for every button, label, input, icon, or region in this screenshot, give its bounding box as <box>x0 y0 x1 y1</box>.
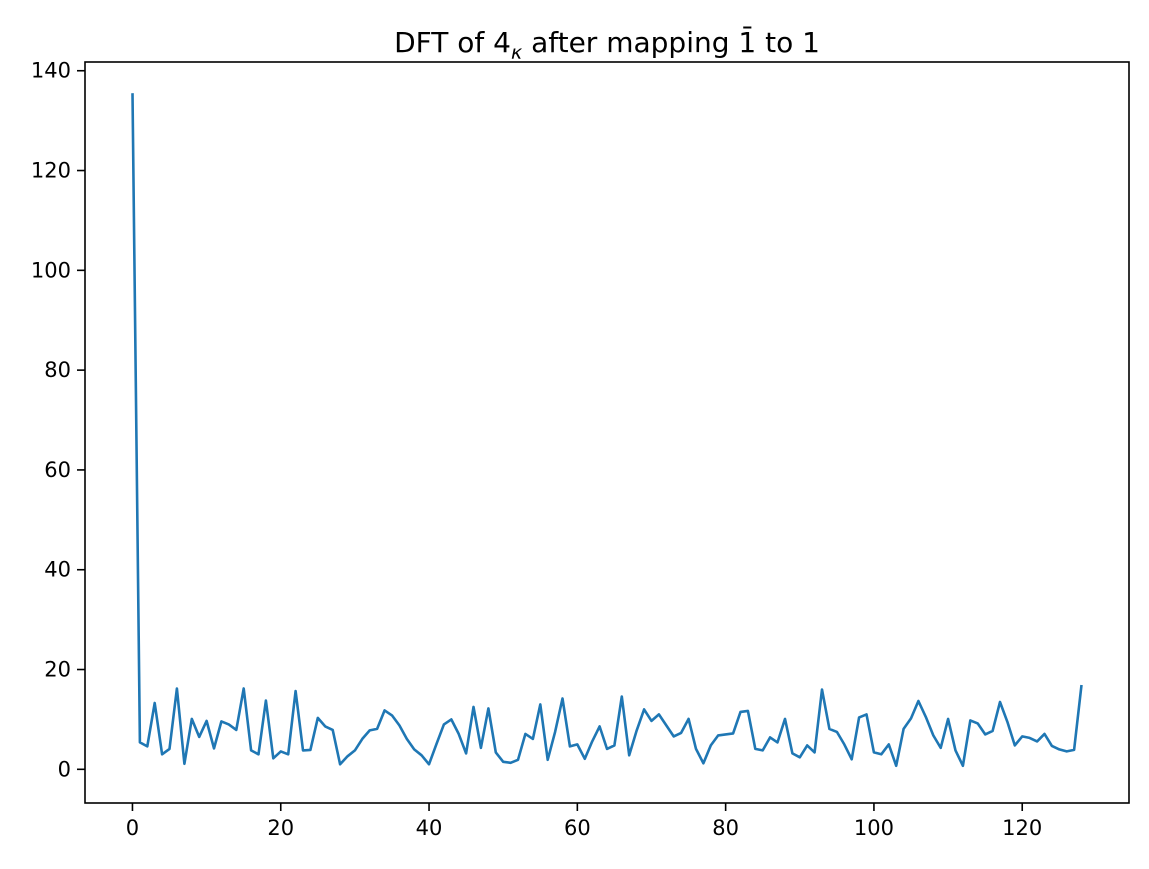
y-tick-label: 120 <box>31 159 71 183</box>
x-tick-label: 120 <box>1002 816 1042 840</box>
y-tick-label: 60 <box>44 458 71 482</box>
y-tick-label: 100 <box>31 258 71 282</box>
title-text-suffix: after mapping 1̄ to 1 <box>522 26 820 59</box>
chart-title: DFT of 4κ after mapping 1̄ to 1 <box>85 26 1129 64</box>
title-subscript-kappa: κ <box>510 41 523 64</box>
y-tick-label: 140 <box>31 59 71 83</box>
y-tick-label: 0 <box>58 757 71 781</box>
y-tick-label: 40 <box>44 558 71 582</box>
x-tick-label: 0 <box>126 816 139 840</box>
dft-magnitude-line <box>131 93 1083 768</box>
x-tick-label: 60 <box>564 816 591 840</box>
x-tick-label: 20 <box>267 816 294 840</box>
y-tick-label: 80 <box>44 358 71 382</box>
x-tick-label: 100 <box>854 816 894 840</box>
y-tick-label: 20 <box>44 658 71 682</box>
x-tick-label: 80 <box>712 816 739 840</box>
x-tick-label: 40 <box>416 816 443 840</box>
axes-spines <box>84 61 1130 804</box>
title-text-prefix: DFT of 4 <box>394 26 511 59</box>
